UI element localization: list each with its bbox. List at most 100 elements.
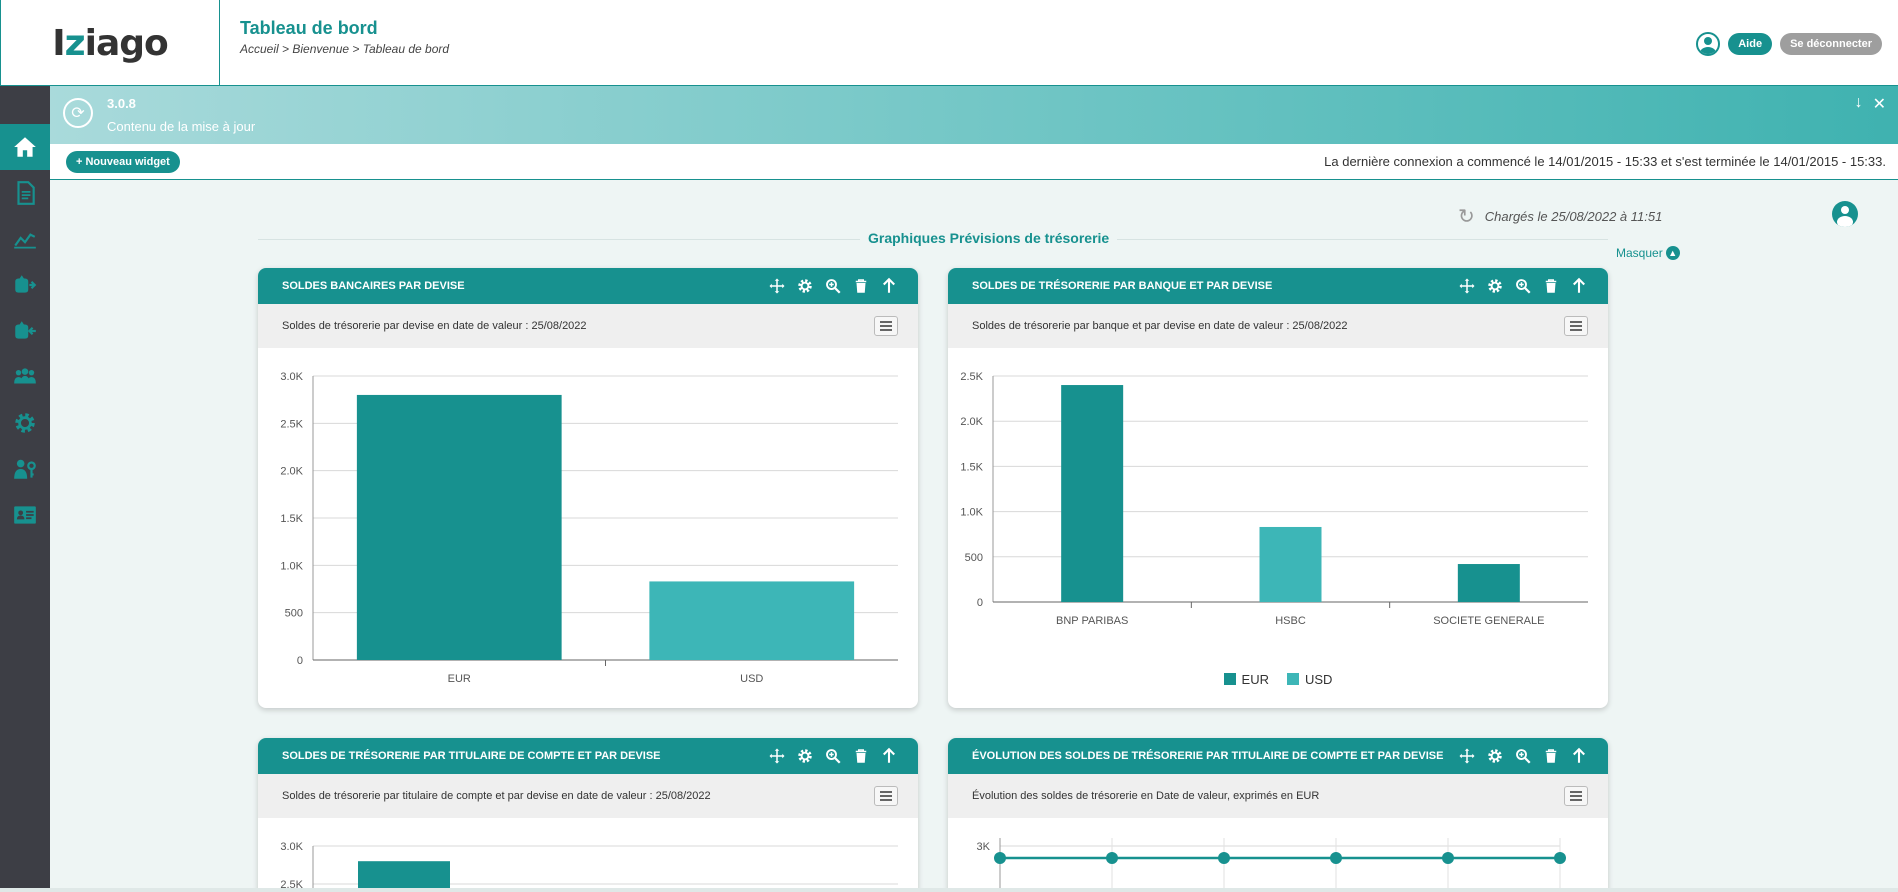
move-icon[interactable]	[1458, 747, 1476, 765]
move-icon[interactable]	[768, 747, 786, 765]
gear-icon[interactable]	[796, 277, 814, 295]
document-icon	[17, 181, 35, 205]
arrow-up-icon[interactable]	[1570, 747, 1588, 765]
gear-icon	[15, 413, 35, 433]
legend-swatch	[1223, 673, 1236, 685]
sidebar-item-home[interactable]	[0, 124, 50, 170]
chart-menu-button[interactable]	[874, 786, 898, 806]
update-description[interactable]: Contenu de la mise à jour	[107, 119, 256, 134]
widget-title: SOLDES DE TRÉSORERIE PAR BANQUE ET PAR D…	[972, 280, 1273, 292]
chart-menu-button[interactable]	[1564, 316, 1588, 336]
data-point	[1106, 852, 1118, 864]
trash-icon[interactable]	[1542, 277, 1560, 295]
widget-title: SOLDES DE TRÉSORERIE PAR TITULAIRE DE CO…	[282, 750, 661, 762]
widget-subtitle: Évolution des soldes de trésorerie en Da…	[972, 790, 1320, 802]
y-tick-label: 2.5K	[960, 371, 983, 383]
x-tick-label: EUR	[448, 673, 471, 685]
trash-icon[interactable]	[1542, 747, 1560, 765]
chart-area: 3K	[948, 818, 1608, 892]
bar-chart: 0 500 1.0K 1.5K 2.0K 2.5K 3.0K EUR USD	[280, 371, 898, 685]
hide-toggle[interactable]: Masquer ▲	[1616, 246, 1680, 260]
loaded-status: ↻ Chargés le 25/08/2022 à 11:51	[1458, 204, 1662, 229]
y-tick-label: 3.0K	[280, 371, 303, 383]
users-icon	[14, 368, 36, 384]
chart-area: 0 500 1.0K 1.5K 2.0K 2.5K 3.0K EUR USD	[258, 348, 918, 708]
bar	[649, 581, 855, 660]
x-tick-label: SOCIETE GENERALE	[1433, 615, 1544, 627]
sidebar-item-contacts[interactable]	[0, 492, 50, 538]
sidebar-item-users[interactable]	[0, 354, 50, 400]
update-banner: ⟳ 3.0.8 Contenu de la mise à jour ↓ ✕	[50, 86, 1898, 144]
widget-balances-by-holder: SOLDES DE TRÉSORERIE PAR TITULAIRE DE CO…	[258, 738, 918, 892]
y-tick-label: 2.0K	[280, 466, 303, 478]
chart-menu-button[interactable]	[1564, 786, 1588, 806]
last-connection-text: La dernière connexion a commencé le 14/0…	[1324, 154, 1886, 169]
logout-button[interactable]: Se déconnecter	[1780, 33, 1882, 55]
legend-item[interactable]: USD	[1287, 672, 1332, 687]
move-icon[interactable]	[1458, 277, 1476, 295]
trash-icon[interactable]	[852, 747, 870, 765]
sidebar-item-outgoing[interactable]	[0, 262, 50, 308]
help-button[interactable]: Aide	[1728, 33, 1773, 55]
account-icon[interactable]	[1832, 201, 1858, 227]
chevron-up-icon: ▲	[1665, 246, 1680, 260]
user-profile-icon[interactable]	[1696, 32, 1721, 56]
data-point	[1554, 852, 1566, 864]
close-icon[interactable]: ✕	[1872, 96, 1886, 113]
widget-subheader: Soldes de trésorerie par banque et par d…	[948, 304, 1608, 348]
x-tick-label: HSBC	[1275, 615, 1306, 627]
widget-toolbar	[1458, 747, 1588, 765]
chart-menu-button[interactable]	[874, 316, 898, 336]
y-tick-label: 1.0K	[960, 507, 983, 519]
legend-item[interactable]: EUR	[1223, 672, 1269, 687]
sidebar-item-settings[interactable]	[0, 400, 50, 446]
new-widget-button[interactable]: + Nouveau widget	[66, 151, 180, 173]
gear-icon[interactable]	[1486, 747, 1504, 765]
y-tick-label: 1.5K	[280, 513, 303, 525]
bar	[1061, 385, 1124, 602]
x-tick-label: BNP PARIBAS	[1056, 615, 1128, 627]
arrow-up-icon[interactable]	[1570, 277, 1588, 295]
zoom-icon[interactable]	[1514, 277, 1532, 295]
sidebar-item-user-access[interactable]	[0, 446, 50, 492]
arrow-up-icon[interactable]	[880, 277, 898, 295]
widget-title: ÉVOLUTION DES SOLDES DE TRÉSORERIE PAR T…	[972, 750, 1444, 762]
y-tick-label: 3K	[977, 841, 991, 853]
widget-toolbar	[768, 277, 898, 295]
widget-toolbar	[768, 747, 898, 765]
sidebar-spacer	[0, 86, 50, 124]
y-tick-label: 0	[297, 655, 303, 667]
widget-title: SOLDES BANCAIRES PAR DEVISE	[282, 280, 465, 292]
sidebar-item-documents[interactable]	[0, 170, 50, 216]
sidebar-item-incoming[interactable]	[0, 308, 50, 354]
trash-icon[interactable]	[852, 277, 870, 295]
widget-balances-by-bank: SOLDES DE TRÉSORERIE PAR BANQUE ET PAR D…	[948, 268, 1608, 708]
logo[interactable]: Iziago	[0, 0, 220, 86]
zoom-icon[interactable]	[824, 747, 842, 765]
loaded-text: Chargés le 25/08/2022 à 11:51	[1484, 209, 1663, 224]
outgoing-transfer-icon	[15, 275, 37, 293]
legend-swatch	[1287, 673, 1299, 685]
sidebar-item-charts[interactable]	[0, 216, 50, 262]
zoom-icon[interactable]	[824, 277, 842, 295]
chart-area: 0 500 1.0K 1.5K 2.0K 2.5K BNP PARIBAS HSBC SOCIE…	[948, 348, 1608, 687]
widget-header: SOLDES BANCAIRES PAR DEVISE	[258, 268, 918, 304]
bottom-scrollbar[interactable]	[0, 888, 1898, 892]
chart-legend: EUR USD	[948, 672, 1608, 687]
gear-icon[interactable]	[796, 747, 814, 765]
gear-icon[interactable]	[1486, 277, 1504, 295]
zoom-icon[interactable]	[1514, 747, 1532, 765]
move-icon[interactable]	[768, 277, 786, 295]
sidebar	[0, 86, 50, 892]
widget-subtitle: Soldes de trésorerie par banque et par d…	[972, 320, 1348, 332]
hide-label: Masquer	[1616, 246, 1663, 260]
arrow-down-icon[interactable]: ↓	[1854, 94, 1863, 111]
widget-header: ÉVOLUTION DES SOLDES DE TRÉSORERIE PAR T…	[948, 738, 1608, 774]
reload-icon[interactable]: ↻	[1458, 206, 1475, 228]
incoming-transfer-icon	[15, 321, 36, 339]
y-tick-label: 2.0K	[960, 416, 983, 428]
section-title: Graphiques Prévisions de trésorerie	[860, 230, 1118, 246]
arrow-up-icon[interactable]	[880, 747, 898, 765]
id-card-icon	[14, 506, 36, 524]
x-tick-label: USD	[740, 673, 763, 685]
